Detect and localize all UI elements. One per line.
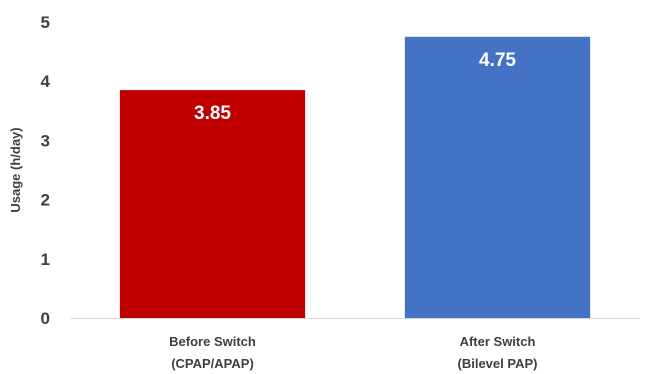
x-category-label-line1: After Switch xyxy=(460,334,536,349)
x-axis-categories: Before Switch (CPAP/APAP) After Switch (Bil… xyxy=(169,334,537,371)
x-category-label-line2: (CPAP/APAP) xyxy=(171,356,254,371)
y-tick-label: 2 xyxy=(41,191,50,210)
bar-data-label: 3.85 xyxy=(194,103,231,124)
bar-series: 3.85 4.75 xyxy=(119,36,591,319)
x-category-label-line1: Before Switch xyxy=(169,334,256,349)
y-tick-label: 0 xyxy=(41,309,50,328)
y-tick-label: 5 xyxy=(41,13,50,32)
bar xyxy=(404,36,591,319)
bar xyxy=(119,90,306,318)
bar-data-label: 4.75 xyxy=(479,50,516,71)
y-axis-ticks: 0 1 2 3 4 5 xyxy=(41,13,51,328)
y-axis-title: Usage (h/day) xyxy=(8,127,23,212)
y-tick-label: 3 xyxy=(41,131,50,150)
y-tick-label: 4 xyxy=(41,72,51,91)
x-category-label-line2: (Bilevel PAP) xyxy=(458,356,538,371)
y-tick-label: 1 xyxy=(41,250,50,269)
